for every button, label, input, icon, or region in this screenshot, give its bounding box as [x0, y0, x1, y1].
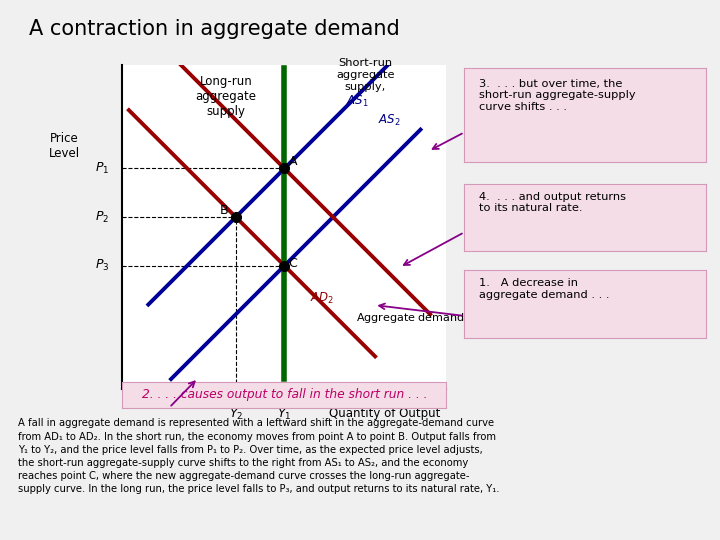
Text: B: B [220, 204, 228, 217]
Text: $P_3$: $P_3$ [95, 258, 109, 273]
Text: $Y_1$: $Y_1$ [277, 407, 292, 422]
Text: $P_1$: $P_1$ [95, 161, 109, 176]
Text: Aggregate demand, $AD_1$: Aggregate demand, $AD_1$ [356, 310, 492, 325]
Text: A contraction in aggregate demand: A contraction in aggregate demand [29, 19, 400, 39]
Text: $AS_1$: $AS_1$ [346, 94, 369, 109]
Text: $P_2$: $P_2$ [95, 210, 109, 225]
Text: Quantity of Output: Quantity of Output [328, 407, 440, 420]
Text: $Y_2$: $Y_2$ [229, 407, 243, 422]
Text: 1.   A decrease in
aggregate demand . . .: 1. A decrease in aggregate demand . . . [479, 278, 609, 300]
Text: $AS_2$: $AS_2$ [379, 113, 401, 129]
Text: C: C [288, 257, 297, 271]
Text: Long-run
aggregate
supply: Long-run aggregate supply [196, 75, 256, 118]
Text: 2. . . . causes output to fall in the short run . . .: 2. . . . causes output to fall in the sh… [142, 388, 427, 401]
Text: A: A [289, 155, 298, 168]
Text: Price
Level: Price Level [48, 132, 80, 160]
Text: A fall in aggregate demand is represented with a leftward shift in the aggregate: A fall in aggregate demand is represente… [18, 418, 500, 495]
Text: $AD_2$: $AD_2$ [310, 291, 335, 306]
Text: 3.  . . . but over time, the
short-run aggregate-supply
curve shifts . . .: 3. . . . but over time, the short-run ag… [479, 79, 636, 112]
Text: Short-run
aggregate
supply,: Short-run aggregate supply, [336, 58, 395, 91]
Text: 4.  . . . and output returns
to its natural rate.: 4. . . . and output returns to its natur… [479, 192, 626, 213]
